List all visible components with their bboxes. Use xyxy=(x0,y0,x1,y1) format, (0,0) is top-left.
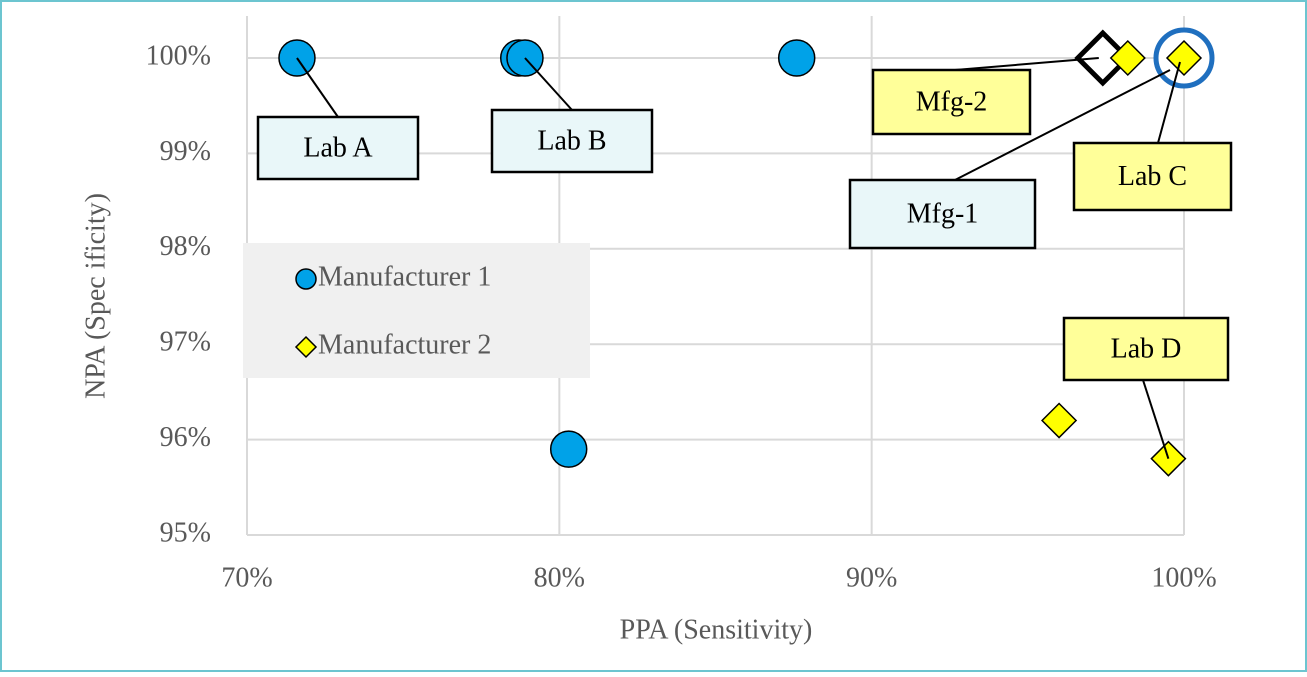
legend-marker xyxy=(295,268,317,290)
callout-box xyxy=(1062,316,1230,382)
callout-label: Mfg-2 xyxy=(916,86,988,117)
callout-line xyxy=(954,69,1171,181)
x-axis-title: PPA (Sensitivity) xyxy=(620,614,813,645)
legend-label: Manufacturer 2 xyxy=(318,329,491,360)
point xyxy=(1165,39,1203,77)
y-tick-label: 97% xyxy=(160,327,211,358)
callout-label: Lab B xyxy=(537,125,606,156)
point xyxy=(777,39,816,77)
x-tick-label: 90% xyxy=(846,562,897,593)
callout-label: Lab A xyxy=(303,132,373,163)
y-tick-label: 98% xyxy=(160,231,211,262)
callout-line xyxy=(954,57,1099,71)
callout-box xyxy=(1072,141,1233,212)
legend-marker xyxy=(294,335,318,359)
point xyxy=(549,430,588,468)
callout-box xyxy=(256,115,420,181)
callout-line xyxy=(1142,379,1170,459)
callout-box xyxy=(490,108,654,174)
point xyxy=(1109,39,1146,77)
callout-line xyxy=(296,57,339,118)
y-tick-label: 96% xyxy=(160,422,211,453)
x-tick-label: 100% xyxy=(1151,562,1216,593)
y-tick-label: 95% xyxy=(160,517,211,548)
callout-label: Lab D xyxy=(1111,333,1182,364)
y-tick-label: 99% xyxy=(160,136,211,167)
point xyxy=(1041,402,1078,439)
callout-line xyxy=(1157,61,1181,144)
callout-label: Mfg-1 xyxy=(907,198,979,229)
y-tick-label: 100% xyxy=(146,40,211,71)
legend-label: Manufacturer 1 xyxy=(318,261,491,292)
y-axis-title: NPA (Spec ificity) xyxy=(80,193,111,399)
callout-line xyxy=(524,57,573,111)
callout-box xyxy=(871,68,1032,136)
x-tick-label: 70% xyxy=(221,562,272,593)
callout-label: Lab C xyxy=(1118,161,1187,192)
x-tick-label: 80% xyxy=(534,562,585,593)
legend-box xyxy=(243,243,590,378)
callout-box xyxy=(848,178,1037,250)
